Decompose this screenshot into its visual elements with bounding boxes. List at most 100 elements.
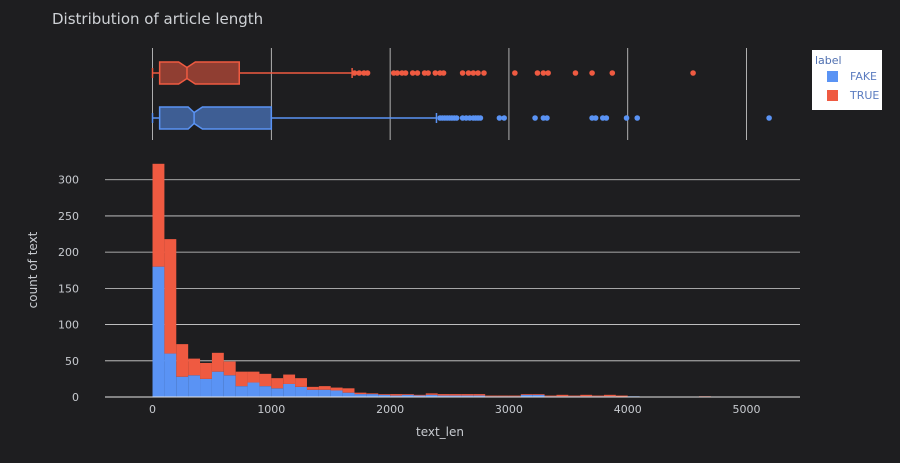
y-tick-label: 200 [58,246,79,259]
histogram-bar-true [437,394,450,396]
outlier-point [470,70,477,76]
histogram-bar-true [485,395,498,397]
x-axis-label: text_len [416,425,464,439]
legend-swatch-true [827,90,838,101]
histogram-bar-true [354,392,367,395]
histogram-bar-fake [318,389,331,397]
legend-item-fake[interactable]: FAKE [827,70,877,83]
histogram-bar-fake [413,395,426,397]
histogram-bar-true [318,386,331,390]
box-plot-true [151,61,696,85]
histogram-bar-fake [461,395,474,397]
outlier-point [402,70,409,76]
outlier-point [766,115,772,121]
histogram-bar-fake [176,376,189,397]
histogram-bar-fake [283,383,296,397]
histogram-bar-fake [354,394,367,397]
outlier-point [534,70,541,76]
x-tick-label: 1000 [257,403,285,416]
outlier-point [609,70,616,76]
histogram-bar-true [473,394,486,396]
chart-title: Distribution of article length [52,10,263,28]
outlier-point [512,70,518,76]
histogram-bar-fake [425,394,438,397]
histogram-bar-true [283,374,296,384]
histogram-bar-true [295,378,307,387]
outlier-point [501,115,507,121]
histogram-bar-true [615,395,628,397]
x-tick-label: 5000 [733,403,761,416]
histogram-bar-fake [532,394,545,397]
legend[interactable]: label FAKE TRUE [812,50,882,110]
histogram-bar-true [544,395,557,397]
outlier-point [465,70,472,76]
outlier-point [496,115,503,121]
outlier-point [532,115,538,121]
histogram-bar-fake [520,394,533,397]
histogram-bar-true [164,239,177,354]
y-tick-label: 250 [58,210,79,223]
outlier-point [572,70,579,76]
histogram-bar-fake [211,371,224,397]
histogram-bar-fake [366,394,379,397]
box-plot-fake [151,106,772,130]
histogram-bar-true [592,395,604,397]
outlier-point [634,115,641,121]
outlier-point [540,70,547,76]
x-tick-label: 2000 [376,403,404,416]
outlier-point [475,70,481,76]
histogram-bar-true [152,163,165,267]
histogram-bar-true [425,393,438,395]
histogram-bar-true [188,358,201,376]
histogram-bar-fake [188,375,201,397]
legend-background [812,50,882,110]
y-tick-labels: 0 50 100 150 200 250 300 [58,174,79,404]
box-plots [151,61,772,130]
histogram-bar-fake [271,388,284,397]
histogram-bar-true [306,386,319,390]
histogram-bar-fake [235,386,248,397]
legend-item-true[interactable]: TRUE [827,89,879,102]
histogram-bar-fake [306,389,319,397]
histogram-bar-true [200,362,212,379]
legend-label-fake: FAKE [850,70,877,83]
y-tick-label: 300 [58,174,79,187]
histogram-bar-fake [378,394,391,397]
outlier-point [394,70,401,76]
histogram-bar-true [568,395,581,397]
x-tick-label: 0 [149,403,156,416]
y-tick-label: 150 [58,282,79,295]
x-tick-label: 3000 [495,403,523,416]
histogram-bar-true [271,378,284,389]
y-axis-label: count of text [26,231,40,308]
outlier-point [690,70,696,76]
histogram-bar-fake [330,390,343,397]
histogram-bar-true [259,373,272,387]
histogram-bar-true [556,394,569,397]
box-plot-grid [152,48,747,140]
histogram-bar-true [413,394,426,396]
histogram-bar-true [402,394,414,395]
outlier-point [414,70,421,76]
histogram-bar-true [461,394,474,396]
histogram-bar-true [342,388,355,393]
outlier-point [623,115,630,121]
outlier-point [603,115,610,121]
legend-swatch-fake [827,71,838,82]
histogram-bar-fake [449,395,462,397]
outlier-point [440,70,447,76]
y-tick-label: 0 [72,391,79,404]
histogram-bar-true [520,394,533,395]
x-tick-label: 4000 [614,403,642,416]
outlier-point [351,70,358,76]
outlier-point [544,115,550,121]
outlier-point [592,115,599,121]
outlier-point [459,70,466,76]
histogram-bar-fake [164,353,177,397]
outlier-point [477,115,484,121]
outlier-point [432,70,439,76]
y-tick-label: 100 [58,319,79,332]
histogram-bar-true [211,352,224,372]
outlier-point [425,70,431,76]
